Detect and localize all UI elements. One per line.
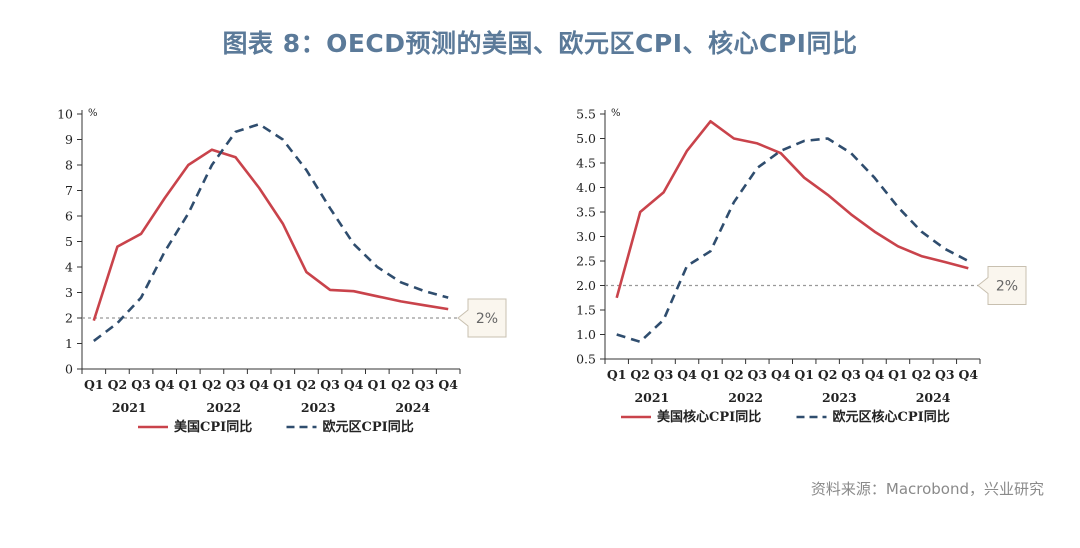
x-quarter-label: Q2 (297, 377, 317, 392)
y-tick-label: 5 (65, 234, 73, 249)
legend-label-eurozone: 欧元区核心CPI同比 (833, 409, 950, 425)
x-quarter-label: Q2 (108, 377, 128, 392)
x-quarter-label: Q3 (841, 367, 861, 382)
reference-callout-label: 2% (996, 279, 1018, 295)
x-quarter-label: Q2 (202, 377, 222, 392)
x-quarter-label: Q1 (794, 367, 814, 382)
x-year-label: 2023 (822, 390, 857, 405)
x-quarter-label: Q1 (701, 367, 721, 382)
y-tick-label: 5.5 (576, 107, 596, 122)
x-year-label: 2022 (728, 390, 763, 405)
x-year-label: 2021 (634, 390, 669, 405)
x-quarter-label: Q4 (249, 377, 269, 392)
y-tick-label: 3 (65, 285, 73, 300)
y-tick-label: 1 (65, 336, 73, 351)
y-tick-label: 2.5 (576, 254, 596, 269)
x-quarter-label: Q3 (226, 377, 246, 392)
x-quarter-label: Q4 (677, 367, 697, 382)
y-tick-label: 5.0 (576, 131, 596, 146)
source-note: 资料来源：Macrobond，兴业研究 (810, 480, 1044, 498)
y-tick-label: 2 (65, 311, 73, 326)
series-line-eurozone (93, 122, 449, 342)
x-quarter-label: Q3 (654, 367, 674, 382)
y-tick-label: 4 (65, 260, 73, 275)
y-tick-label: 6 (65, 209, 73, 224)
page-title: 图表 8：OECD预测的美国、欧元区CPI、核心CPI同比 (222, 29, 858, 58)
x-quarter-label: Q2 (391, 377, 411, 392)
y-tick-label: 8 (65, 158, 73, 173)
x-quarter-label: Q4 (771, 367, 791, 382)
x-year-label: 2024 (395, 400, 430, 415)
x-quarter-label: Q3 (131, 377, 151, 392)
legend-label-us: 美国CPI同比 (174, 419, 252, 435)
x-quarter-label: Q2 (724, 367, 744, 382)
x-quarter-label: Q2 (818, 367, 838, 382)
x-year-label: 2023 (301, 400, 336, 415)
x-quarter-label: Q4 (155, 377, 175, 392)
x-quarter-label: Q1 (179, 377, 199, 392)
reference-callout-box (457, 298, 507, 338)
reference-callout-box (977, 266, 1027, 305)
y-tick-label: 7 (65, 183, 73, 198)
legend-label-us: 美国核心CPI同比 (657, 409, 761, 425)
x-quarter-label: Q3 (748, 367, 768, 382)
x-quarter-label: Q1 (273, 377, 293, 392)
x-quarter-label: Q4 (865, 367, 885, 382)
y-tick-label: 1.5 (576, 303, 596, 318)
x-quarter-label: Q2 (912, 367, 932, 382)
x-year-label: 2022 (206, 400, 241, 415)
legend-label-eurozone: 欧元区CPI同比 (323, 419, 414, 435)
series-line-us (615, 119, 969, 299)
x-quarter-label: Q4 (958, 367, 978, 382)
y-tick-label: 0 (65, 362, 73, 377)
y-tick-label: 0.5 (576, 352, 596, 367)
y-tick-label: 1.0 (576, 327, 596, 342)
x-quarter-label: Q3 (320, 377, 340, 392)
x-quarter-label: Q1 (888, 367, 908, 382)
x-quarter-label: Q1 (84, 377, 104, 392)
x-quarter-label: Q4 (438, 377, 458, 392)
reference-callout-label: 2% (476, 311, 498, 327)
unit-label: % (611, 108, 621, 119)
unit-label: % (88, 108, 98, 119)
x-year-label: 2021 (112, 400, 147, 415)
y-tick-label: 3.5 (576, 205, 596, 220)
y-tick-label: 4.0 (576, 180, 596, 195)
series-line-eurozone (616, 137, 969, 344)
us-ea-core-cpi-chart: 0.51.01.52.02.53.03.54.04.55.05.5 %Q1 Q2 Q3… (576, 107, 1027, 425)
x-quarter-label: Q2 (630, 367, 650, 382)
x-quarter-label: Q1 (607, 367, 627, 382)
y-tick-label: 4.5 (576, 156, 596, 171)
y-tick-label: 9 (65, 132, 73, 147)
series-line-us (92, 148, 449, 321)
y-tick-label: 3.0 (576, 229, 596, 244)
x-year-label: 2024 (916, 390, 951, 405)
x-quarter-label: Q1 (368, 377, 388, 392)
y-tick-label: 2.0 (576, 278, 596, 293)
y-tick-label: 10 (57, 107, 73, 122)
x-quarter-label: Q4 (344, 377, 364, 392)
x-quarter-label: Q3 (415, 377, 435, 392)
x-quarter-label: Q3 (935, 367, 955, 382)
